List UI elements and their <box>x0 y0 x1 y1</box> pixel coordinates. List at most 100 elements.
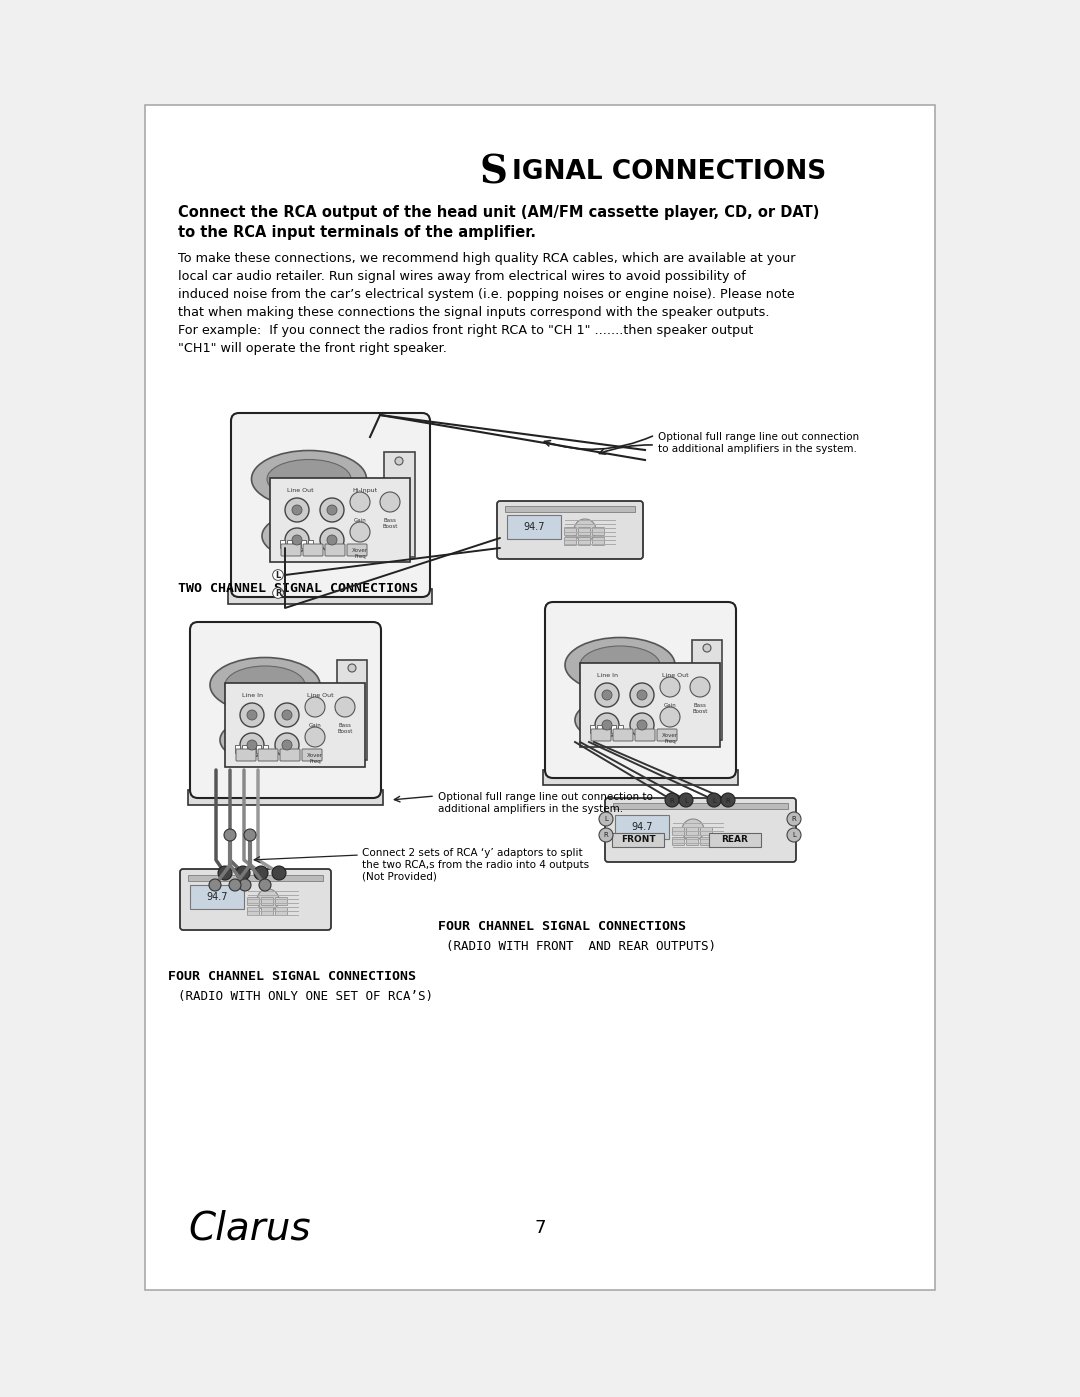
Circle shape <box>327 535 337 545</box>
Text: FRONT: FRONT <box>621 835 656 845</box>
Circle shape <box>282 710 292 719</box>
FancyBboxPatch shape <box>605 798 796 862</box>
Circle shape <box>595 683 619 707</box>
Text: Line Out: Line Out <box>287 488 313 493</box>
Bar <box>287 541 292 548</box>
Text: R: R <box>726 798 730 805</box>
Circle shape <box>285 528 309 552</box>
FancyBboxPatch shape <box>303 543 323 556</box>
FancyBboxPatch shape <box>701 827 713 835</box>
FancyBboxPatch shape <box>180 869 330 930</box>
Text: Xover
Freq: Xover Freq <box>352 548 368 559</box>
Circle shape <box>595 712 619 738</box>
Circle shape <box>275 733 299 757</box>
FancyBboxPatch shape <box>687 827 699 835</box>
FancyBboxPatch shape <box>545 602 735 778</box>
Text: Hi-Input: Hi-Input <box>352 488 377 493</box>
Text: Line Out: Line Out <box>307 693 334 698</box>
FancyBboxPatch shape <box>261 897 273 905</box>
Bar <box>604 725 609 733</box>
FancyBboxPatch shape <box>613 729 633 740</box>
Text: Optional full range line out connection
to additional amplifiers in the system.: Optional full range line out connection … <box>658 432 859 454</box>
Circle shape <box>272 866 286 880</box>
Bar <box>613 803 788 809</box>
Text: IGNAL CONNECTIONS: IGNAL CONNECTIONS <box>512 159 826 184</box>
Text: (RADIO WITH ONLY ONE SET OF RCA’S): (RADIO WITH ONLY ONE SET OF RCA’S) <box>178 990 433 1003</box>
Ellipse shape <box>573 520 596 541</box>
Circle shape <box>637 719 647 731</box>
Ellipse shape <box>225 666 305 704</box>
Text: "CH1" will operate the front right speaker.: "CH1" will operate the front right speak… <box>178 342 447 355</box>
Text: L: L <box>684 798 688 805</box>
Circle shape <box>690 678 710 697</box>
FancyBboxPatch shape <box>673 837 685 845</box>
Ellipse shape <box>565 637 675 693</box>
Bar <box>308 541 313 548</box>
Circle shape <box>244 828 256 841</box>
FancyBboxPatch shape <box>507 515 561 539</box>
FancyBboxPatch shape <box>612 833 664 847</box>
Ellipse shape <box>276 520 341 552</box>
Ellipse shape <box>575 697 665 742</box>
FancyBboxPatch shape <box>270 478 410 562</box>
Circle shape <box>305 697 325 717</box>
Ellipse shape <box>252 450 366 507</box>
Text: L: L <box>792 833 796 838</box>
Circle shape <box>292 535 302 545</box>
Bar <box>294 541 299 548</box>
Circle shape <box>292 504 302 515</box>
FancyBboxPatch shape <box>325 543 345 556</box>
Text: Xover
Freq: Xover Freq <box>662 733 678 743</box>
FancyBboxPatch shape <box>708 833 761 847</box>
FancyBboxPatch shape <box>275 897 287 905</box>
Circle shape <box>602 719 612 731</box>
Bar <box>384 453 415 557</box>
Text: Connect the RCA output of the head unit (AM/FM cassette player, CD, or DAT): Connect the RCA output of the head unit … <box>178 205 820 219</box>
Circle shape <box>320 528 345 552</box>
Text: For example:  If you connect the radios front right RCA to "CH 1" .......then sp: For example: If you connect the radios f… <box>178 324 754 337</box>
Text: 94.7: 94.7 <box>631 821 652 833</box>
FancyBboxPatch shape <box>593 538 605 545</box>
FancyBboxPatch shape <box>565 528 577 535</box>
Text: To make these connections, we recommend high quality RCA cables, which are avail: To make these connections, we recommend … <box>178 251 796 265</box>
Circle shape <box>285 497 309 522</box>
Text: Gain: Gain <box>663 703 676 708</box>
FancyBboxPatch shape <box>302 749 322 761</box>
Circle shape <box>229 879 241 891</box>
FancyBboxPatch shape <box>701 837 713 845</box>
Circle shape <box>630 712 654 738</box>
Bar <box>692 640 723 740</box>
FancyBboxPatch shape <box>258 749 278 761</box>
Circle shape <box>240 733 264 757</box>
Bar <box>256 745 261 753</box>
Circle shape <box>721 793 735 807</box>
Circle shape <box>665 793 679 807</box>
Text: Gain: Gain <box>309 724 322 728</box>
Circle shape <box>602 690 612 700</box>
FancyBboxPatch shape <box>231 414 430 597</box>
Text: FOUR CHANNEL SIGNAL CONNECTIONS: FOUR CHANNEL SIGNAL CONNECTIONS <box>438 921 686 933</box>
Bar <box>337 659 367 760</box>
FancyBboxPatch shape <box>261 908 273 915</box>
FancyBboxPatch shape <box>579 528 591 535</box>
Text: R: R <box>792 816 796 821</box>
Text: Bass
Boost: Bass Boost <box>692 703 707 714</box>
Text: S: S <box>480 154 508 191</box>
Bar <box>611 725 616 733</box>
Bar <box>188 875 323 882</box>
Text: 94.7: 94.7 <box>523 522 544 532</box>
Circle shape <box>224 828 237 841</box>
FancyBboxPatch shape <box>237 749 256 761</box>
Text: REAR: REAR <box>721 835 748 845</box>
Circle shape <box>247 740 257 750</box>
FancyBboxPatch shape <box>687 837 699 845</box>
FancyBboxPatch shape <box>497 502 643 559</box>
Circle shape <box>350 492 370 511</box>
Circle shape <box>259 879 271 891</box>
Circle shape <box>282 740 292 750</box>
Circle shape <box>395 457 403 465</box>
Text: Line In: Line In <box>242 693 264 698</box>
FancyBboxPatch shape <box>591 729 611 740</box>
Text: 7: 7 <box>535 1220 545 1236</box>
Bar <box>235 745 240 753</box>
